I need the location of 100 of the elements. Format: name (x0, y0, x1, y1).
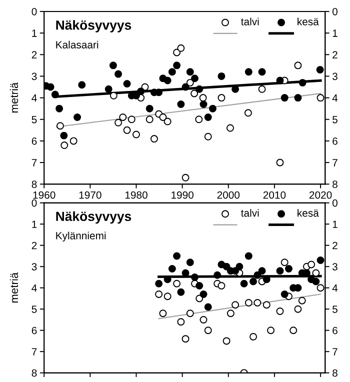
point (262, 301, 270, 309)
point (240, 280, 248, 288)
point (316, 94, 324, 102)
point (70, 137, 78, 145)
point (109, 62, 117, 70)
point (155, 88, 163, 96)
y-tick-label: 3 (32, 263, 37, 270)
point (119, 113, 127, 121)
point (164, 292, 172, 300)
y-tick-label: 8 (32, 369, 37, 377)
point (250, 332, 258, 340)
point (285, 264, 292, 272)
point (159, 310, 167, 318)
point (290, 326, 298, 334)
y2-tick-label: 2 (332, 51, 338, 58)
y-tick-label: 7 (32, 348, 37, 356)
point (104, 85, 112, 93)
x-tick-label: 1960 (33, 191, 56, 199)
point (316, 284, 324, 292)
y-tick-label: 7 (32, 159, 37, 166)
text: Kalasaari (56, 40, 98, 48)
point (177, 100, 185, 108)
point (226, 124, 234, 132)
point (168, 68, 176, 76)
point (200, 316, 208, 324)
point (173, 48, 181, 56)
y2-tick-label: 3 (332, 72, 338, 80)
point (173, 280, 181, 288)
point (298, 78, 306, 86)
point (78, 81, 86, 89)
point (298, 296, 306, 304)
point (244, 68, 252, 76)
point (222, 337, 230, 345)
point (114, 70, 122, 78)
point (159, 113, 167, 121)
y2-tick-label: 6 (332, 326, 338, 334)
point (114, 118, 122, 126)
point (226, 310, 234, 318)
point (276, 158, 284, 166)
point (276, 76, 284, 84)
point (155, 290, 163, 298)
point (60, 142, 68, 150)
y2-tick-label: 6 (332, 137, 338, 145)
point (244, 298, 252, 306)
point (200, 290, 208, 298)
point (312, 278, 320, 286)
point (280, 290, 288, 298)
point (164, 118, 172, 126)
point (110, 92, 118, 100)
legend-label: talvi (241, 209, 259, 217)
y-tick-label: 3 (32, 72, 37, 80)
x-tick-label: 2010 (263, 191, 286, 199)
point (196, 282, 204, 290)
y-tick-label: 1 (32, 30, 37, 37)
y2-tick-label: 3 (332, 263, 338, 270)
point (258, 267, 266, 275)
point (123, 80, 131, 88)
y-tick-label: 6 (32, 326, 37, 334)
legend-label: kesä (298, 18, 319, 26)
y-tick-label: 2 (32, 51, 37, 58)
point (150, 135, 158, 143)
point (204, 132, 212, 140)
point (218, 94, 226, 102)
point (258, 85, 266, 93)
y2-tick-label: 7 (332, 159, 338, 166)
point (177, 318, 185, 326)
y-tick-label: 4 (32, 94, 37, 102)
point (146, 104, 154, 112)
point (280, 258, 288, 266)
point (232, 267, 240, 275)
y2-tick-label: 8 (332, 369, 338, 377)
point (173, 252, 181, 260)
point (164, 76, 172, 84)
point (56, 104, 64, 112)
y2-tick-label: 8 (332, 180, 338, 188)
y2-tick-label: 4 (332, 94, 338, 102)
y-tick-label: 6 (32, 137, 37, 145)
point (146, 116, 154, 124)
y2-tick-label: 1 (332, 220, 338, 228)
point (218, 282, 226, 290)
legend-label: talvi (241, 18, 259, 26)
point (294, 62, 302, 70)
point (199, 94, 207, 102)
point (177, 288, 185, 296)
y-tick-label: 5 (32, 306, 37, 313)
y-axis-title: metriä (10, 82, 18, 112)
y2-tick-label: 0 (332, 8, 338, 16)
point (204, 326, 212, 334)
point (204, 303, 212, 311)
point (186, 68, 194, 76)
x-tick-label: 1970 (79, 191, 102, 199)
point (191, 74, 199, 82)
point (196, 85, 204, 93)
point (250, 278, 258, 286)
point (232, 301, 240, 309)
point (276, 307, 284, 315)
point (312, 269, 320, 277)
point (60, 132, 68, 140)
point (191, 273, 199, 281)
point (186, 310, 194, 318)
